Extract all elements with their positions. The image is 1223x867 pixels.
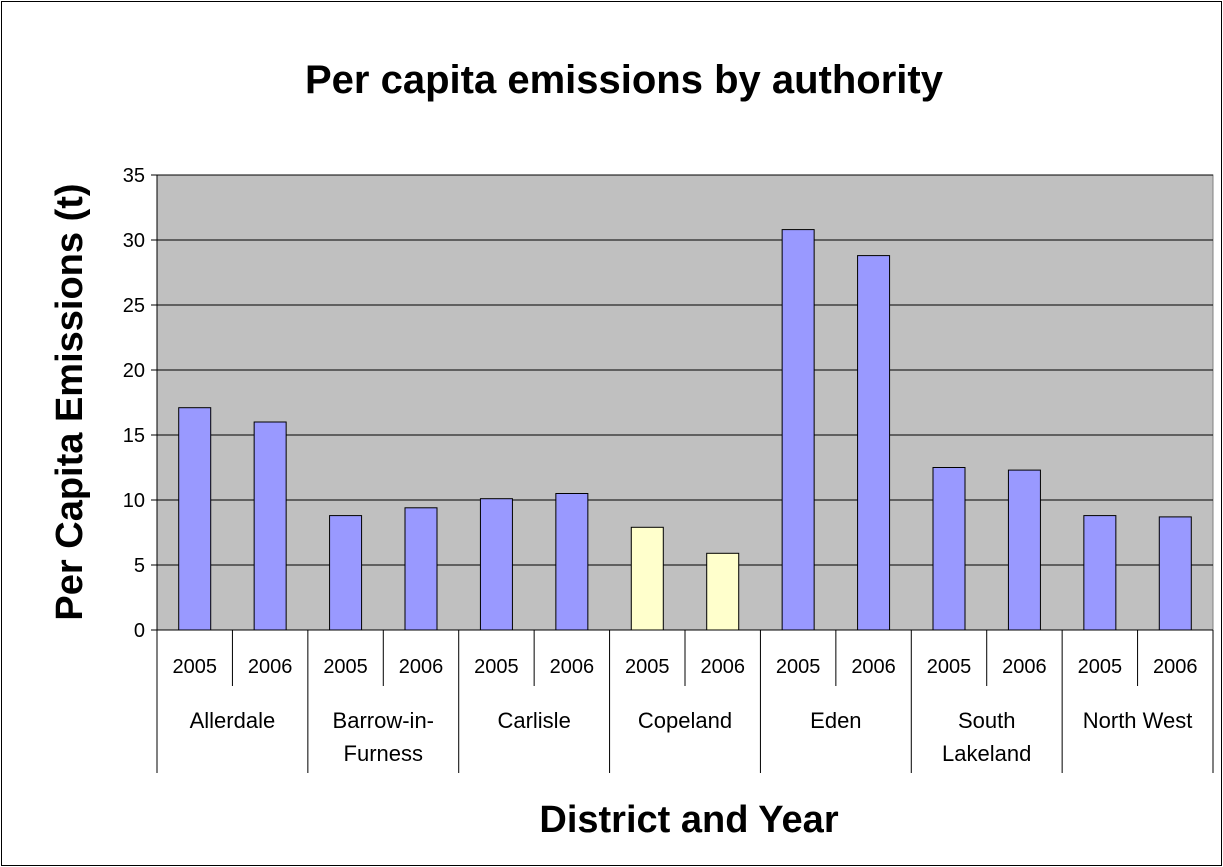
x-year-label: 2005 (927, 656, 972, 678)
bar-barrow-in-furness-2006 (404, 507, 438, 631)
x-year-label: 2005 (474, 656, 519, 678)
y-axis: 0 5 10 15 20 25 30 35 (123, 165, 158, 642)
x-year-label: 2006 (851, 656, 896, 678)
x-year-label: 2005 (776, 656, 821, 678)
y-tick-label: 0 (134, 620, 145, 642)
x-axis-title: District and Year (539, 799, 838, 841)
x-group-label: Copeland (638, 708, 732, 733)
y-tick-label: 5 (134, 555, 145, 577)
bar-copeland-2006 (706, 552, 740, 631)
x-year-label: 2006 (248, 656, 293, 678)
bar-allerdale-2006 (253, 421, 287, 631)
x-year-label: 2006 (1002, 656, 1047, 678)
x-group-label: North West (1083, 708, 1193, 733)
bar-north-west-2006 (1158, 516, 1192, 631)
x-year-label: 2005 (323, 656, 368, 678)
x-year-label: 2006 (700, 656, 745, 678)
x-year-label: 2005 (1078, 656, 1123, 678)
x-year-label: 2006 (399, 656, 444, 678)
x-group-label: Eden (810, 708, 861, 733)
x-axis: 2005 2006 Allerdale 2005 2006 Barrow-in- Furne… (156, 629, 1214, 773)
y-tick-label: 20 (123, 360, 145, 382)
bar-carlisle-2005 (479, 498, 513, 631)
chart-title: Per capita emissions by authority (305, 58, 944, 102)
x-group-label: Lakeland (942, 741, 1031, 766)
bar-south-lakeland-2005 (932, 467, 966, 631)
bar-north-west-2005 (1083, 515, 1117, 631)
x-group-label: South (958, 708, 1016, 733)
x-group-label: Carlisle (497, 708, 570, 733)
x-year-label: 2005 (172, 656, 217, 678)
y-tick-label: 30 (123, 230, 145, 252)
x-year-label: 2006 (1153, 656, 1198, 678)
bar-copeland-2005 (630, 526, 664, 631)
bars (178, 229, 1192, 631)
y-tick-label: 15 (123, 425, 145, 447)
x-group-label: Furness (344, 741, 423, 766)
bar-eden-2005 (781, 229, 815, 631)
y-tick-label: 35 (123, 165, 145, 187)
y-axis-title: Per Capita Emissions (t) (49, 183, 91, 620)
y-tick-label: 25 (123, 295, 145, 317)
x-year-label: 2005 (625, 656, 670, 678)
y-tick-label: 10 (123, 490, 145, 512)
bar-carlisle-2006 (555, 493, 589, 631)
bar-allerdale-2005 (178, 407, 212, 631)
x-year-label: 2006 (550, 656, 595, 678)
bar-eden-2006 (857, 255, 891, 631)
bar-south-lakeland-2006 (1007, 469, 1041, 631)
plot-area (156, 174, 1214, 631)
x-group-label: Barrow-in- (333, 708, 434, 733)
x-group-label: Allerdale (190, 708, 276, 733)
bar-barrow-in-furness-2005 (329, 515, 363, 631)
